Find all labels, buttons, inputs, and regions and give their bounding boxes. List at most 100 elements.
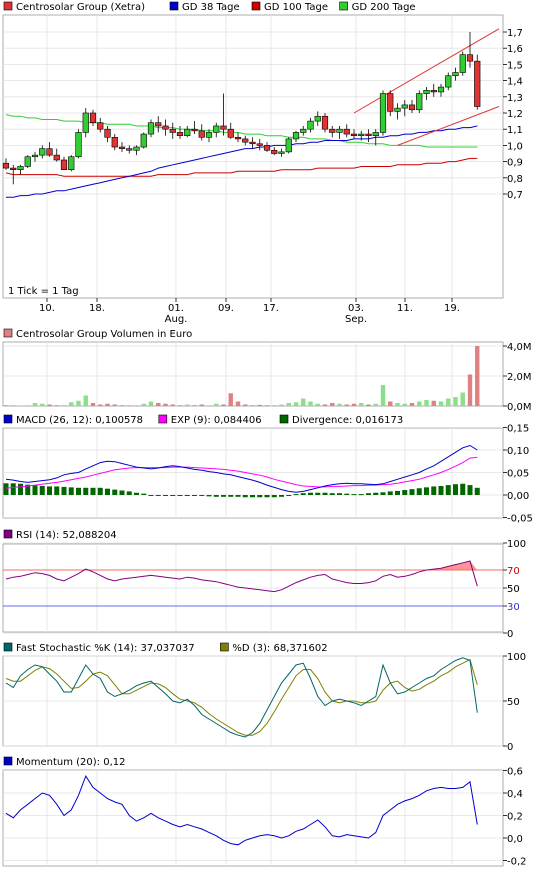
price-x-axis: 10. 18. 01. 09. 17. 03. 11. 19. Aug. Sep. <box>39 298 460 325</box>
candle-body <box>97 122 104 130</box>
candle-body <box>430 90 437 93</box>
divergence-bar <box>97 487 103 495</box>
candle-body <box>271 149 278 154</box>
candle-body <box>162 125 169 130</box>
macd-y-axis: 0,15 0,10 0,05 0,00 -0,05 <box>503 424 533 525</box>
macd-panel: MACD (26, 12): 0,100578 EXP (9): 0,084406… <box>2 414 533 525</box>
divergence-bar <box>409 489 415 495</box>
candle-body <box>53 154 60 161</box>
macd-y-tick: 0,15 <box>507 424 529 435</box>
stoch-d-line <box>5 658 478 736</box>
volume-bar <box>54 405 59 406</box>
volume-bar <box>156 403 161 406</box>
macd-y-tick: -0,05 <box>507 514 533 525</box>
volume-bar <box>98 404 103 406</box>
stoch-legend: Fast Stochastic %K (14): 37,037037 %D (3)… <box>3 642 328 654</box>
stoch-y-axis: 100 50 0 <box>503 652 526 753</box>
x-day-label: 11. <box>397 303 413 314</box>
price-y-axis: 1,7 1,6 1,5 1,4 1,3 1,2 1,1 1,0 0,9 0,8 0,7 <box>503 28 523 201</box>
volume-bars <box>3 346 480 407</box>
volume-bar <box>301 398 306 406</box>
candle-body <box>423 90 430 94</box>
volume-bar <box>264 405 270 406</box>
volume-bar <box>11 405 16 406</box>
stoch-k-line <box>5 657 478 738</box>
volume-bar <box>69 402 74 406</box>
trend-lower-line <box>397 106 500 146</box>
price-y-tick: 1,3 <box>507 93 523 104</box>
volume-bar <box>460 392 465 406</box>
price-panel: Centrosolar Group (Xetra) GD 38 Tage GD 10… <box>2 1 523 325</box>
candle-body <box>437 86 445 93</box>
divergence-bar <box>474 487 480 495</box>
candle-body <box>89 112 97 124</box>
volume-y-axis: 4,0M 2,0M 0,0M <box>503 342 532 413</box>
candle-body <box>459 54 466 73</box>
volume-bar <box>293 402 299 406</box>
divergence-bar <box>308 492 313 495</box>
divergence-bar <box>228 495 234 497</box>
divergence-bar <box>39 486 45 495</box>
divergence-bar <box>329 493 335 495</box>
momentum-panel: Momentum (20): 0,12 0,6 0,4 0,2 0,0 -0,2 <box>2 756 527 868</box>
candle-body <box>321 115 329 130</box>
volume-bar <box>337 403 342 406</box>
volume-bar <box>417 401 422 406</box>
volume-bar <box>431 400 436 406</box>
price-legend: Centrosolar Group (Xetra) GD 38 Tage GD 10… <box>3 1 416 13</box>
candle-body <box>104 128 111 138</box>
volume-bar <box>409 403 415 406</box>
divergence-bar <box>235 495 241 497</box>
trend-upper-line <box>353 28 500 114</box>
divergence-bar <box>54 486 60 495</box>
exp-line <box>5 456 478 489</box>
divergence-bar <box>213 495 219 497</box>
stoch-legend-swatch <box>3 642 13 652</box>
candle-body <box>445 75 452 88</box>
candle-body <box>140 133 147 148</box>
divergence-bar <box>192 495 197 496</box>
candle-body <box>2 162 10 169</box>
gd38-line <box>6 125 478 198</box>
x-day-label: 19. <box>444 303 460 314</box>
volume-bar <box>322 404 328 406</box>
volume-bar <box>119 405 125 406</box>
divergence-bar <box>322 492 328 495</box>
macd-legend: MACD (26, 12): 0,100578 EXP (9): 0,084406… <box>3 414 403 426</box>
divergence-bar <box>18 483 23 495</box>
candle-body <box>466 54 474 62</box>
price-y-tick: 1,5 <box>507 60 523 71</box>
divergence-bar <box>155 495 161 496</box>
candle-body <box>68 156 75 171</box>
price-y-tick: 0,7 <box>507 190 523 201</box>
rsi-line <box>5 560 478 593</box>
divergence-bar <box>199 495 205 496</box>
divergence-bar <box>467 485 473 495</box>
divergence-bar <box>460 483 466 495</box>
candle-body <box>329 128 336 133</box>
macd-legend-label: MACD (26, 12): 0,100578 <box>16 415 143 426</box>
volume-bar <box>243 404 248 406</box>
candle-body <box>278 151 285 154</box>
divergence-bars <box>3 483 480 498</box>
divergence-bar <box>351 494 357 496</box>
volume-bar <box>330 403 335 406</box>
candle-body <box>10 167 17 171</box>
volume-bar <box>475 346 480 406</box>
divergence-bar <box>47 486 52 495</box>
rsi-y-tick: 50 <box>507 584 520 595</box>
divergence-bar <box>76 487 81 495</box>
momentum-y-tick: 0,2 <box>507 812 523 823</box>
volume-bar <box>206 405 212 406</box>
candle-body <box>307 120 314 130</box>
volume-panel: Centrosolar Group Volumen in Euro 4,0M 2,… <box>2 328 532 413</box>
volume-y-tick: 0,0M <box>507 402 532 413</box>
divergence-bar <box>366 493 371 495</box>
volume-bar <box>286 403 291 406</box>
rsi-legend-label: RSI (14): 52,088204 <box>16 530 117 541</box>
divergence-bar <box>177 495 183 496</box>
candle-body <box>39 148 46 156</box>
divergence-bar <box>416 488 422 495</box>
momentum-y-tick: 0,4 <box>507 789 523 800</box>
